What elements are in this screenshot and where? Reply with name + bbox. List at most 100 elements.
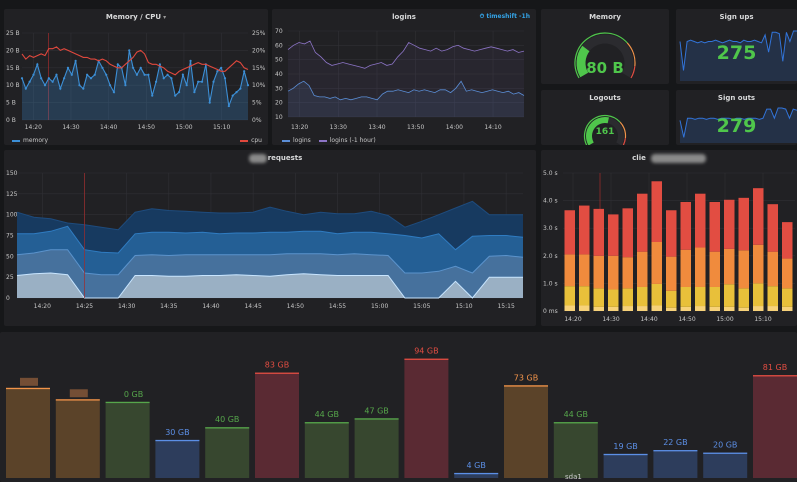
memory-point	[36, 63, 39, 66]
memory-cpu-chart[interactable]: 0 B 5 B 10 B 15 B 20 B 25 B 0% 5% 10% 15% 20% 25% 14…	[4, 9, 268, 145]
timing-bar-segment	[782, 258, 793, 289]
y-tick-label: 15 B	[6, 65, 20, 72]
client-timings-chart[interactable]: 0 ms 1.0 s 2.0 s 3.0 s 4.0 s 5.0 s 14:20 14:30 1…	[541, 150, 797, 326]
requests-chart[interactable]: 0 25 50 75 100 125 150 14:20 14:25 14:30 14:35 14:4…	[4, 150, 536, 326]
memory-point	[47, 77, 50, 80]
memory-point	[189, 59, 192, 62]
legend-logins[interactable]: logins	[282, 137, 311, 144]
legend-memory[interactable]: memory	[12, 137, 48, 144]
timing-bar-segment	[593, 255, 604, 289]
timing-bar-segment	[651, 305, 662, 311]
timing-bar-segment	[622, 288, 633, 307]
x-tick-label: 14:40	[202, 303, 219, 310]
threshold-arc-red	[630, 66, 636, 79]
timing-bar-segment	[738, 288, 749, 308]
logins-chart[interactable]: 10 20 30 40 50 60 70 13:20 13:30 13:40 13:50 14:00 1…	[272, 9, 536, 145]
panel-title[interactable]: Sign ups	[719, 13, 754, 21]
y-tick-label: 10 B	[6, 82, 20, 89]
memory-point	[112, 91, 116, 94]
timing-bar-segment	[666, 307, 677, 311]
x-tick-label: 14:30	[62, 124, 79, 131]
panel-title[interactable]: logins	[392, 13, 416, 21]
memory-point	[28, 80, 31, 83]
timing-bar-segment	[753, 188, 764, 245]
timing-bar-segment	[695, 247, 706, 287]
memory-point	[74, 59, 77, 62]
y-tick-label: 20	[275, 100, 283, 107]
panel-title[interactable]: clie	[632, 154, 646, 162]
memory-point	[124, 84, 127, 87]
disk-bar-top	[454, 472, 499, 475]
x-tick-label: 14:30	[118, 303, 135, 310]
y-tick-label: 40	[275, 71, 283, 78]
memory-point	[55, 73, 58, 76]
threshold-arc-green	[574, 32, 628, 79]
y-tick-label: 0 B	[6, 117, 16, 124]
y-tick-label: 25%	[252, 30, 266, 37]
memory-point	[227, 104, 230, 108]
memory-point	[208, 101, 211, 104]
memory-point	[139, 66, 142, 69]
memory-point	[216, 70, 219, 73]
memory-point	[154, 80, 158, 83]
memory-point	[135, 73, 139, 76]
panel-title[interactable]: Memory / CPU ▾	[105, 13, 167, 21]
disk-bar-top	[603, 453, 648, 456]
memory-point	[185, 84, 188, 87]
legend-logins-1h[interactable]: logins (-1 hour)	[318, 137, 376, 144]
disk-bar	[753, 375, 797, 478]
memory-point	[170, 77, 173, 80]
y-tick-label: 0%	[252, 117, 262, 124]
disk-bar-top	[354, 418, 399, 420]
x-tick-label: 14:45	[244, 303, 261, 310]
disk-bar	[504, 385, 548, 478]
timing-bar-segment	[608, 255, 619, 290]
disk-bar-top	[105, 401, 150, 404]
timing-bar-segment	[579, 305, 590, 311]
y-tick-label: 5 B	[6, 100, 16, 107]
timing-bar-segment	[782, 306, 793, 311]
chevron-down-icon: ▾	[163, 14, 167, 21]
disk-value-label: 30 GB	[165, 428, 189, 437]
gauge-fill	[576, 45, 590, 78]
x-tick-label: 15:05	[413, 303, 430, 310]
disk-usage-panel: 0 GB 30 GB 40 GB 83 GB 44 GB 47 GB 94 GB 4 GB 73…	[0, 332, 797, 482]
y-tick-label: 25	[6, 274, 14, 281]
timing-bar-segment	[753, 244, 764, 284]
panel-title[interactable]: requests	[267, 154, 303, 162]
y-tick-label: 0 ms	[543, 308, 558, 315]
disk-value-label: 83 GB	[265, 361, 289, 370]
logins-1h-area	[288, 41, 524, 117]
signouts-panel: Sign outs 279	[676, 90, 797, 145]
disk-value-label: 40 GB	[215, 415, 239, 424]
timing-bar-segment	[651, 181, 662, 242]
memory-point	[109, 84, 112, 87]
memory-point	[40, 77, 43, 80]
panel-title[interactable]: Sign outs	[717, 94, 756, 102]
disk-bar-top	[653, 450, 698, 452]
timing-bar-segment	[637, 193, 648, 252]
timing-bar-segment	[579, 205, 590, 255]
redacted-title-part	[651, 154, 706, 163]
y-tick-label: 125	[6, 191, 18, 198]
disk-value-label: 19 GB	[613, 442, 637, 451]
memory-point	[166, 73, 169, 76]
legend: cpu	[240, 137, 262, 144]
memory-point	[66, 66, 70, 69]
timing-bar-segment	[564, 254, 575, 287]
panel-title[interactable]: Memory	[589, 13, 621, 21]
disk-bar	[155, 439, 200, 478]
disk-name-label: sda1	[565, 473, 582, 481]
y-tick-label: 5.0 s	[543, 170, 558, 177]
timing-bar-segment	[579, 286, 590, 306]
panel-title[interactable]: Logouts	[589, 94, 621, 102]
request-series-line	[16, 200, 523, 231]
disk-bar	[553, 422, 598, 478]
timing-bar-segment	[666, 210, 677, 257]
request-series-line	[16, 272, 523, 299]
client-timings-panel: clie 0 ms 1.0 s 2.0 s 3.0 s 4.0 s 5.0 s 14:20 1…	[541, 150, 797, 326]
legend-cpu[interactable]: cpu	[240, 137, 262, 144]
memory-point	[59, 87, 62, 90]
disk-bar	[653, 450, 698, 478]
disk-bar	[404, 358, 449, 478]
